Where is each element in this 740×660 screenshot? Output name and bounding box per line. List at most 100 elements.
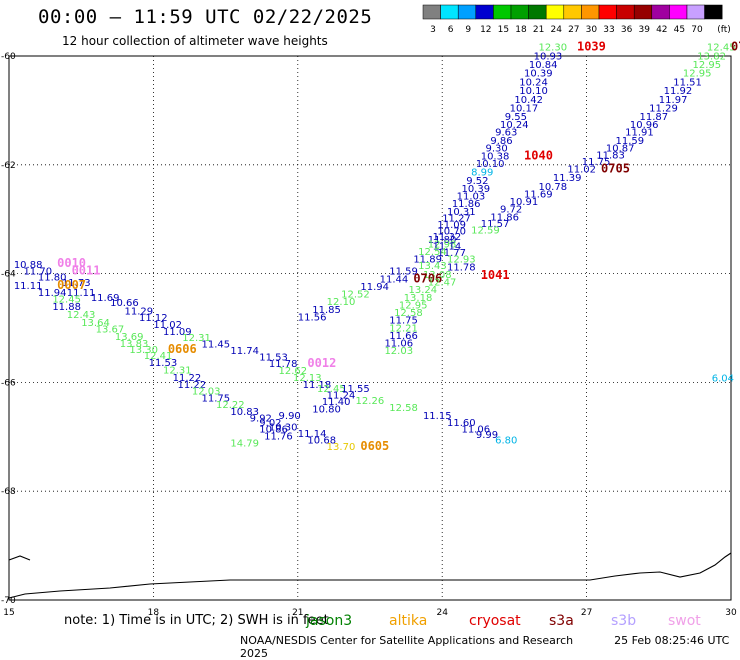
- wave-height-label: 10.39: [461, 184, 490, 195]
- wave-height-label: 12.31: [182, 333, 211, 344]
- wave-height-label: 11.87: [640, 112, 669, 123]
- wave-height-label: 12.43: [67, 310, 96, 321]
- wave-height-label: 11.94: [38, 288, 67, 299]
- wave-height-label: 12.52: [341, 290, 370, 301]
- wave-height-label: 11.09: [163, 327, 192, 338]
- lon-tick-label: 27: [581, 608, 592, 618]
- wave-height-label: 11.94: [360, 282, 389, 293]
- wave-height-label: 9.99: [476, 430, 498, 441]
- wave-height-label: 10.78: [538, 182, 567, 193]
- wave-height-label: 12.31: [163, 366, 192, 377]
- wave-height-label: 10.10: [519, 86, 548, 97]
- lat-tick-label: -70: [1, 596, 16, 606]
- pass-time-label: 0012: [307, 356, 336, 370]
- wave-height-label: 11.75: [582, 157, 611, 168]
- wave-height-label: 13.67: [96, 324, 125, 335]
- wave-height-label: 11.57: [481, 219, 510, 230]
- wave-height-label: 11.51: [673, 77, 702, 88]
- wave-height-label: 11.24: [327, 391, 356, 402]
- wave-height-label: 13.83: [120, 339, 149, 350]
- wave-height-label: 6.04: [712, 373, 734, 384]
- wave-height-label: 11.40: [322, 397, 351, 408]
- wave-height-label: 13.30: [129, 345, 158, 356]
- legend-bin-label: 39: [638, 25, 650, 35]
- credit-text: NOAA/NESDIS Center for Satellite Applica…: [240, 634, 574, 647]
- wave-height-label: 11.69: [524, 189, 553, 200]
- wave-height-label: 10.31: [447, 207, 476, 218]
- wave-height-label: 11.69: [91, 293, 120, 304]
- wave-height-label: 10.24: [500, 120, 529, 131]
- legend-bin-label: 12: [480, 25, 491, 35]
- wave-height-label: 9.02: [259, 418, 281, 429]
- wave-height-label: 12.95: [399, 300, 428, 311]
- legend-bin-label: 45: [674, 25, 685, 35]
- pass-time-label: 0706: [413, 271, 442, 285]
- satellite-name: s3a: [549, 613, 574, 629]
- wave-height-label: 10.86: [259, 424, 288, 435]
- wave-height-label: 11.86: [452, 199, 481, 210]
- wave-height-label: 10.93: [534, 51, 563, 62]
- wave-height-label: 12.93: [447, 255, 476, 266]
- wave-height-label: 10.38: [481, 151, 510, 162]
- wave-height-label: 10.30: [269, 422, 298, 433]
- pass-time-label: 0007: [57, 278, 86, 292]
- wave-height-label: 12.30: [538, 43, 567, 54]
- wave-height-label: 11.32: [433, 232, 462, 243]
- wave-height-label: 11.89: [413, 255, 442, 266]
- wave-height-label: 11.14: [433, 242, 462, 253]
- wave-height-label: 11.12: [139, 313, 168, 324]
- wave-height-label: 9.92: [250, 414, 272, 425]
- wave-height-label: 11.06: [384, 338, 413, 349]
- legend-bin-label: 70: [691, 25, 703, 35]
- legend-bin-label: 3: [430, 25, 436, 35]
- legend-bin-label: 21: [533, 25, 544, 35]
- wave-height-label: 12.47: [428, 278, 457, 289]
- wave-height-label: 11.22: [177, 380, 206, 391]
- wave-height-label: 13.69: [115, 332, 144, 343]
- wave-height-label: 9.90: [279, 411, 301, 422]
- wave-height-label: 14.79: [230, 439, 259, 450]
- wave-height-label: 11.29: [649, 103, 678, 114]
- legend-bin-label: 36: [621, 25, 633, 35]
- legend-bin-label: 6: [448, 25, 454, 35]
- wave-height-label: 12.45: [317, 384, 346, 395]
- legend-bin-label: 24: [550, 25, 562, 35]
- wave-height-label: 11.92: [664, 86, 693, 97]
- wave-height-label: 11.59: [615, 136, 644, 147]
- wave-height-label: 11.70: [23, 267, 52, 278]
- wave-height-label: 13.08: [423, 270, 452, 281]
- wave-height-label: 12.98: [428, 239, 457, 250]
- legend-bin-label: 9: [465, 25, 471, 35]
- wave-height-label: 11.77: [437, 248, 466, 259]
- wave-height-label: 11.60: [447, 418, 476, 429]
- graticule: [9, 56, 731, 600]
- wave-height-label: 10.96: [630, 120, 659, 131]
- wave-height-label: 10.83: [230, 407, 259, 418]
- wave-height-label: 10.84: [529, 60, 558, 71]
- wave-height-label: 12.26: [356, 396, 385, 407]
- wave-height-label: 9.86: [490, 136, 512, 147]
- lon-tick-label: 30: [725, 608, 737, 618]
- page-subtitle: 12 hour collection of altimeter wave hei…: [62, 34, 328, 48]
- wave-height-label: 11.85: [312, 305, 341, 316]
- wave-height-label: 12.13: [293, 373, 322, 384]
- pass-time-label: 0705: [601, 161, 630, 175]
- wave-height-label: 12.95: [692, 60, 721, 71]
- coastline-fragment: [8, 555, 31, 561]
- wave-height-label: 10.66: [110, 298, 139, 309]
- wave-height-label: 11.03: [457, 192, 486, 203]
- wave-height-label: 11.27: [442, 213, 471, 224]
- wave-height-label: 11.76: [264, 432, 293, 443]
- wave-height-label: 12.95: [683, 69, 712, 80]
- legend-bin-label: 27: [568, 25, 579, 35]
- wave-height-label: 11.66: [389, 331, 418, 342]
- satellite-name: cryosat: [469, 613, 521, 629]
- wave-height-label: 9.72: [500, 205, 522, 216]
- wave-height-label: 11.86: [490, 212, 519, 223]
- wave-height-label: 9.55: [505, 112, 527, 123]
- legend-bin-label: 33: [603, 25, 614, 35]
- wave-height-label: 11.22: [173, 373, 202, 384]
- wave-height-label: 13.24: [409, 285, 438, 296]
